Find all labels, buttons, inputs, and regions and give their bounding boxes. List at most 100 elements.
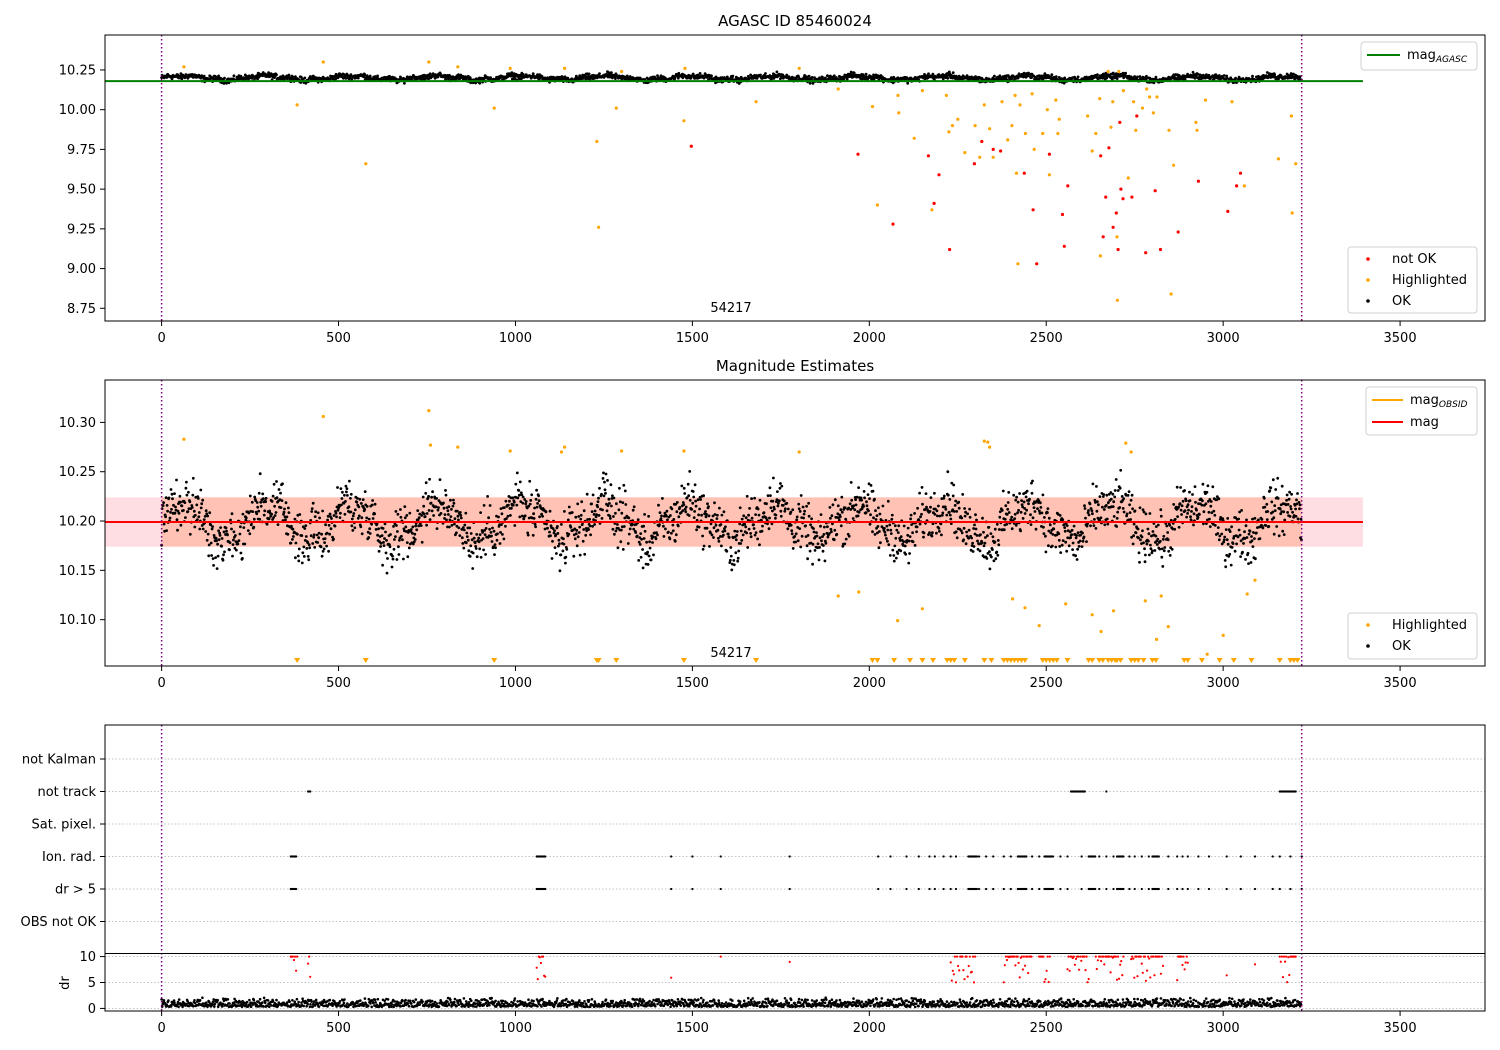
obs-ok-point [239, 551, 243, 555]
obs-ok-point [791, 547, 795, 550]
agasc-not-ok-point [1153, 189, 1157, 193]
obs-ok-point [758, 543, 761, 547]
obs-ok-point [940, 513, 944, 517]
obs-ok-point [585, 492, 589, 496]
obs-ok-point [1263, 505, 1267, 509]
obs-ok-point [173, 511, 177, 515]
agasc-highlighted-point [1167, 128, 1171, 132]
obs-ok-point [609, 483, 613, 487]
obs-ok-point [1025, 489, 1029, 493]
obs-ok-point [1269, 486, 1273, 490]
obs-ok-point [223, 550, 226, 554]
obs-ok-point [694, 504, 698, 508]
obs-ok-point [802, 512, 806, 516]
agasc-not-ok-point [1235, 184, 1239, 188]
obs-ok-point [836, 504, 840, 508]
obs-ok-point [1275, 525, 1279, 528]
obs-ok-point [325, 531, 329, 535]
agasc-highlighted-point [896, 93, 900, 97]
agasc-ok-point [941, 77, 945, 81]
obs-ok-point [301, 551, 305, 555]
obs-ok-point [628, 527, 632, 531]
obs-ok-point [1163, 546, 1167, 549]
obs-ok-point [465, 531, 469, 535]
obs-highlighted-point [797, 450, 801, 454]
agasc-ok-point [261, 71, 265, 74]
obs-ok-point [1194, 500, 1197, 504]
obs-ok-point [923, 508, 927, 511]
obs-ok-point [857, 486, 860, 489]
obs-ok-point [363, 490, 367, 493]
obs-ok-point [1223, 559, 1227, 562]
obs-ok-point [933, 491, 936, 495]
obs-ok-point [339, 487, 343, 490]
obs-ok-point [1005, 522, 1009, 526]
obs-ok-point [942, 494, 946, 498]
obs-ok-point [791, 508, 795, 512]
obs-ok-point [396, 530, 399, 533]
obs-ok-point [991, 548, 994, 551]
obs-ok-point [320, 554, 324, 558]
obs-ok-point [1168, 554, 1172, 557]
obs-ok-point [1134, 531, 1138, 535]
obs-ok-point [765, 502, 768, 506]
agasc-ok-point [610, 71, 613, 75]
obs-ok-point [724, 525, 727, 529]
agasc-ok-point [906, 81, 910, 85]
agasc-ok-point [1054, 75, 1058, 79]
obs-ok-point [360, 532, 364, 536]
obs-ok-point [1016, 500, 1020, 504]
obs-ok-point [746, 546, 750, 549]
obs-ok-point [1188, 499, 1192, 502]
agasc-ok-point [1234, 76, 1237, 80]
obs-ok-point [886, 539, 889, 543]
obs-ok-point [395, 558, 399, 561]
obs-ok-point [929, 505, 932, 509]
obs-ok-point [1205, 490, 1209, 494]
obs-ok-point [1267, 525, 1271, 528]
obs-ok-point [435, 527, 439, 530]
obs-ok-point [546, 526, 549, 530]
obs-highlighted-point [1099, 629, 1103, 634]
obs-ok-point [1093, 518, 1096, 521]
agasc-highlighted-point [1276, 157, 1280, 161]
obs-ok-point [460, 536, 464, 540]
panel2-title: Magnitude Estimates [716, 357, 874, 375]
obs-ok-point [264, 500, 267, 504]
obs-ok-point [768, 486, 772, 490]
obs-ok-point [162, 522, 166, 526]
agasc-not-ok-point [932, 201, 936, 205]
obs-ok-point [660, 514, 663, 518]
obs-ok-point [550, 557, 554, 560]
obs-ok-point [572, 554, 576, 558]
obs-ok-point [728, 558, 732, 562]
obs-ok-point [692, 495, 696, 499]
agasc-ok-point [872, 73, 875, 77]
obs-ok-point [756, 507, 760, 511]
obs-ok-point [692, 516, 696, 519]
obs-ok-point [287, 511, 291, 514]
obs-ok-point [1082, 535, 1086, 539]
obs-ok-point [515, 471, 519, 475]
obs-ok-point [1144, 512, 1148, 516]
obs-ok-point [821, 549, 825, 553]
obs-ok-point [1016, 511, 1019, 515]
obs-ok-point [1186, 503, 1190, 507]
obs-ok-point [190, 506, 194, 509]
obs-ok-point [402, 557, 405, 561]
obs-ok-point [661, 497, 664, 500]
obs-ok-point [713, 513, 717, 516]
obs-ok-point [1019, 510, 1023, 514]
obs-ok-point [1020, 503, 1024, 506]
obs-ok-point [607, 497, 611, 501]
obs-ok-point [1057, 532, 1061, 536]
obs-ok-point [222, 553, 225, 557]
obs-ok-point [459, 514, 463, 517]
obs-ok-point [1036, 507, 1039, 510]
agasc-ok-point [677, 71, 681, 75]
obs-ok-point [627, 516, 631, 520]
obs-ok-point [450, 523, 454, 527]
obs-ok-point [609, 517, 612, 520]
obs-ok-point [965, 530, 968, 534]
obs-ok-point [683, 492, 687, 495]
